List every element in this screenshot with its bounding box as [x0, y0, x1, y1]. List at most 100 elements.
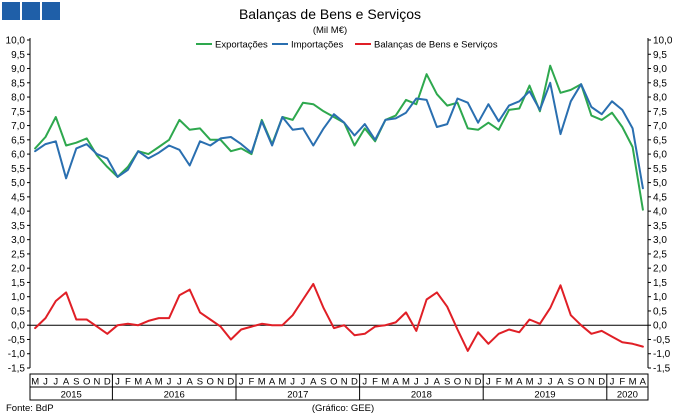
- y-tick-label-left: 0,5: [11, 306, 25, 317]
- x-tick-label: J: [414, 377, 419, 388]
- series-line: [34, 282, 644, 352]
- chart-subtitle: (Mil M€): [313, 25, 347, 36]
- year-label: 2017: [287, 390, 308, 401]
- y-tick-label-right: 9,0: [653, 64, 667, 75]
- x-tick-label: M: [505, 377, 513, 388]
- x-tick-label: F: [619, 377, 625, 388]
- x-tick-label: J: [610, 377, 615, 388]
- x-tick-label: N: [341, 377, 348, 388]
- y-tick-label-left: 1,5: [11, 278, 25, 289]
- x-tick-label: M: [134, 377, 142, 388]
- y-tick-label-right: 1,5: [653, 278, 667, 289]
- y-tick-label-right: 7,0: [653, 121, 667, 132]
- y-tick-label-left: 6,5: [11, 135, 25, 146]
- x-tick-label: S: [444, 377, 450, 388]
- x-tick-label: N: [464, 377, 471, 388]
- x-tick-label: A: [516, 377, 523, 388]
- x-tick-label: M: [629, 377, 637, 388]
- y-tick-label-left: 2,0: [11, 264, 25, 275]
- y-tick-label-left: 4,0: [11, 207, 25, 218]
- y-tick-label-left: 7,5: [11, 107, 25, 118]
- chart-title: Balanças de Bens e Serviços: [239, 6, 421, 22]
- y-tick-label-left: 3,0: [11, 235, 25, 246]
- x-tick-label: F: [496, 377, 502, 388]
- y-tick-label-right: 5,5: [653, 164, 667, 175]
- y-tick-label-right: 7,5: [653, 107, 667, 118]
- logo: [2, 2, 60, 20]
- chart-legend: Exportações Importações Balanças de Bens e…: [196, 40, 498, 51]
- y-tick-label-left: 8,0: [11, 93, 25, 104]
- plot-area: [30, 64, 648, 352]
- year-label: 2016: [164, 390, 185, 401]
- y-tick-label-left: 10,0: [6, 36, 26, 47]
- y-tick-label-left: 0,0: [11, 321, 25, 332]
- x-tick-label: M: [31, 377, 39, 388]
- legend-label: Balanças de Bens e Serviços: [374, 40, 498, 51]
- y-tick-label-right: 6,0: [653, 150, 667, 161]
- x-tick-label: J: [43, 377, 48, 388]
- y-tick-label-left: 6,0: [11, 150, 25, 161]
- x-tick-label: J: [53, 377, 58, 388]
- y-tick-label-right: 1,0: [653, 292, 667, 303]
- x-tick-label: A: [392, 377, 399, 388]
- x-tick-label: O: [330, 377, 337, 388]
- y-tick-label-left: 2,5: [11, 249, 25, 260]
- y-tick-label-right: 3,0: [653, 235, 667, 246]
- x-tick-label: J: [167, 377, 172, 388]
- y-tick-label-left: -0,5: [8, 335, 26, 346]
- y-tick-label-left: 5,0: [11, 178, 25, 189]
- y-tick-label-left: 9,5: [11, 50, 25, 61]
- x-tick-label: D: [227, 377, 234, 388]
- x-tick-label: J: [486, 377, 491, 388]
- x-tick-label: A: [145, 377, 152, 388]
- y-tick-label-left: 1,0: [11, 292, 25, 303]
- x-tick-label: A: [557, 377, 564, 388]
- x-tick-label: M: [402, 377, 410, 388]
- x-tick-label: M: [278, 377, 286, 388]
- x-tick-label: O: [454, 377, 461, 388]
- y-tick-label-right: 9,5: [653, 50, 667, 61]
- y-tick-label-right: 8,0: [653, 93, 667, 104]
- x-tick-label: S: [568, 377, 574, 388]
- y-tick-label-left: 9,0: [11, 64, 25, 75]
- x-tick-label: J: [177, 377, 182, 388]
- x-tick-label: D: [475, 377, 482, 388]
- y-tick-label-right: 5,0: [653, 178, 667, 189]
- y-tick-label-left: 4,5: [11, 192, 25, 203]
- y-tick-label-right: 8,5: [653, 78, 667, 89]
- y-tick-label-left: 3,5: [11, 221, 25, 232]
- y-tick-label-right: -1,5: [653, 364, 671, 375]
- y-tick-label-right: 4,0: [653, 207, 667, 218]
- x-tick-label: S: [197, 377, 203, 388]
- x-tick-label: J: [548, 377, 553, 388]
- x-tick-label: F: [249, 377, 255, 388]
- logo-square-icon: [2, 2, 20, 20]
- x-tick-label: J: [537, 377, 542, 388]
- y-tick-label-right: 6,5: [653, 135, 667, 146]
- y-tick-label-right: 3,5: [653, 221, 667, 232]
- year-label: 2020: [617, 390, 638, 401]
- y-axis-left: 10,0 9,5 9,0 8,5 8,0 7,5 7,0 6,5 6,0 5,5 5,0 4,5 4,0…: [6, 36, 31, 375]
- x-tick-label: F: [125, 377, 131, 388]
- x-tick-label: N: [217, 377, 224, 388]
- x-tick-label: N: [588, 377, 595, 388]
- x-tick-label: O: [577, 377, 584, 388]
- y-tick-label-left: 8,5: [11, 78, 25, 89]
- x-tick-label: J: [362, 377, 367, 388]
- x-tick-label: A: [640, 377, 647, 388]
- x-tick-label: M: [381, 377, 389, 388]
- legend-label: Importações: [291, 40, 344, 51]
- logo-square-icon: [22, 2, 40, 20]
- x-tick-label: A: [269, 377, 276, 388]
- legend-label: Exportações: [215, 40, 268, 51]
- x-tick-label: J: [115, 377, 120, 388]
- x-tick-label: A: [310, 377, 317, 388]
- graph-credit: (Gráfico: GEE): [312, 403, 374, 414]
- y-tick-label-right: 4,5: [653, 192, 667, 203]
- x-tick-label: M: [526, 377, 534, 388]
- year-label: 2015: [61, 390, 82, 401]
- y-tick-label-right: -1,0: [653, 349, 671, 360]
- y-tick-label-right: 2,0: [653, 264, 667, 275]
